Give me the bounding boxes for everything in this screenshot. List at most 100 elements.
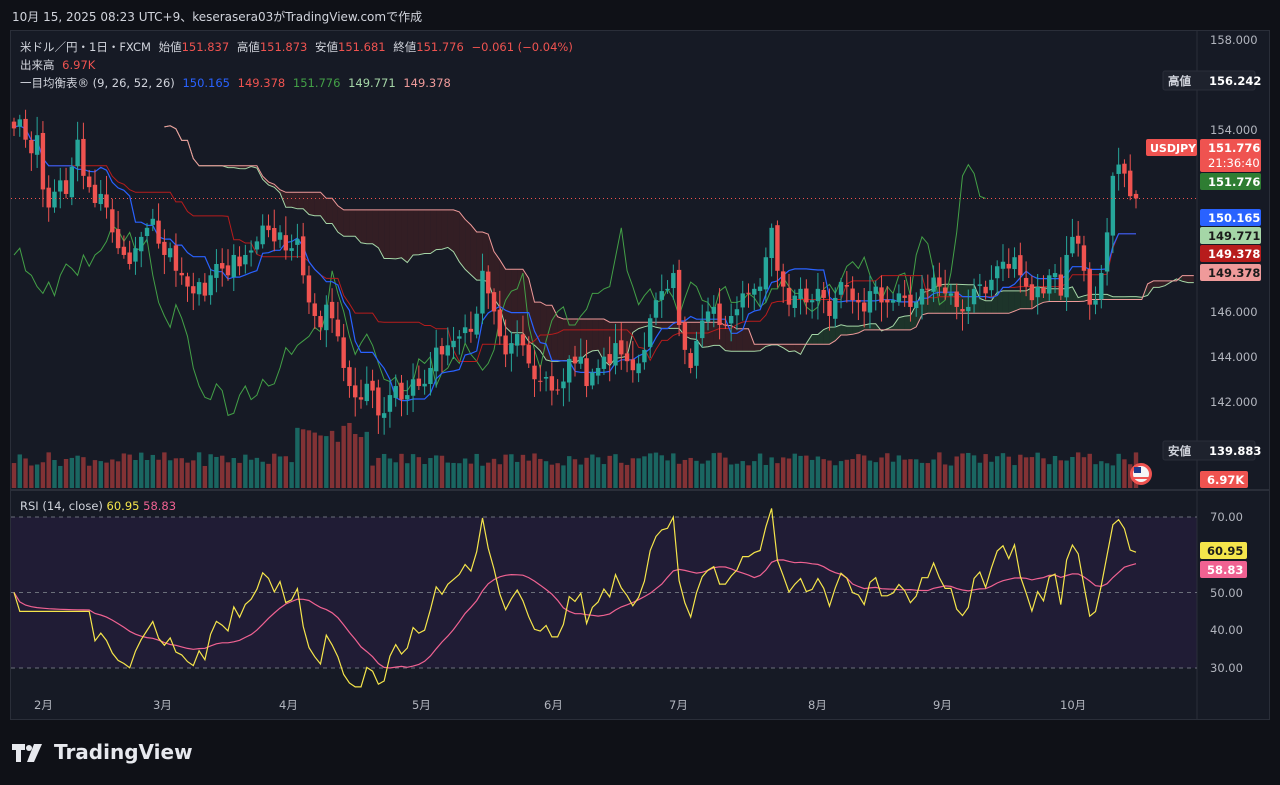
volume-bar: [17, 454, 22, 488]
volume-bar: [40, 462, 46, 488]
cloud-segment: [812, 334, 818, 345]
candle-body: [86, 176, 92, 188]
volume-bar: [364, 431, 369, 488]
candle-body: [208, 275, 213, 296]
candle-body: [324, 304, 329, 331]
cloud-segment: [592, 319, 599, 351]
volume-bar: [642, 456, 647, 488]
volume-bar: [179, 458, 184, 488]
volume-bar: [682, 459, 688, 488]
chart-header: 10月 15, 2025 08:23 UTC+9、keserasera03がTr…: [12, 10, 423, 24]
volume-bar: [272, 453, 277, 488]
volume-bar: [341, 425, 346, 488]
cloud-segment: [517, 269, 523, 333]
candle-body: [63, 180, 69, 194]
volume-bar: [1041, 458, 1046, 488]
volume-bar: [468, 463, 474, 488]
cloud-segment: [262, 176, 269, 185]
volume-bar: [659, 455, 664, 488]
cloud-segment: [424, 209, 431, 254]
volume-bar: [110, 459, 115, 488]
volume-bar: [555, 463, 560, 488]
volume-bar: [850, 459, 855, 488]
volume-bar: [1116, 453, 1121, 488]
time-tick: 5月: [412, 698, 431, 712]
candle-body: [1052, 273, 1058, 278]
cloud-segment: [511, 269, 518, 333]
candle-body: [40, 132, 46, 190]
close-value: 151.776: [416, 40, 464, 54]
change-value: −0.061 (−0.04%): [471, 40, 573, 54]
candle-body: [983, 286, 988, 294]
volume-bar: [329, 430, 335, 488]
volume-tag: 6.97K: [1200, 471, 1248, 488]
cloud-segment: [534, 302, 541, 351]
cloud-segment: [505, 269, 512, 333]
candle-body: [688, 353, 693, 368]
candle-body: [1029, 284, 1035, 301]
candle-body: [306, 275, 312, 303]
volume-bar: [781, 457, 786, 488]
volume-bar: [1099, 461, 1104, 488]
volume-bar: [1070, 457, 1075, 488]
candle-body: [277, 232, 283, 240]
cloud-segment: [441, 209, 448, 250]
volume-bar: [393, 462, 398, 488]
volume-bar: [1006, 456, 1011, 488]
volume-bar: [578, 464, 583, 488]
cloud-segment: [557, 316, 564, 362]
candle-body: [196, 282, 202, 295]
candle-body: [879, 287, 884, 303]
volume-bar: [752, 461, 757, 488]
candle-body: [121, 246, 127, 255]
tradingview-logo[interactable]: TradingView: [12, 740, 193, 764]
volume-bar: [728, 464, 734, 488]
candle-body: [613, 343, 618, 366]
cloud-segment: [979, 298, 986, 314]
candle-body: [850, 288, 855, 301]
candle-body: [237, 256, 242, 267]
last-price-tag: 151.776 21:36:40: [1200, 139, 1261, 172]
volume-bar: [289, 462, 294, 488]
candle-body: [1064, 254, 1069, 298]
candle-body: [1093, 300, 1098, 305]
cloud-segment: [1124, 296, 1131, 300]
volume-bar: [445, 462, 450, 488]
volume-bar: [358, 437, 364, 488]
flag-icon[interactable]: [1130, 463, 1152, 485]
cloud-segment: [1118, 296, 1125, 300]
volume-bar: [538, 458, 543, 488]
candle-body: [295, 239, 300, 245]
volume-bar: [734, 463, 740, 488]
time-tick: 3月: [153, 698, 172, 712]
volume-bar: [584, 457, 589, 488]
volume-bar: [497, 464, 503, 488]
volume-bars: [11, 422, 1139, 488]
cloud-segment: [563, 319, 570, 361]
rsi-legend: RSI (14, close) 60.95 58.83: [20, 499, 176, 513]
candle-body: [723, 324, 728, 326]
price-tick: 144.000: [1210, 350, 1258, 364]
volume-bar: [590, 454, 595, 488]
candle-body: [682, 322, 688, 350]
volume-bar: [543, 461, 549, 488]
price-tick: 158.000: [1210, 33, 1258, 47]
ichimoku-cloud: [164, 125, 1194, 366]
volume-bar: [150, 454, 156, 488]
rsi-lines: [13, 508, 1137, 688]
volume-bar: [653, 452, 659, 488]
candle-body: [156, 220, 161, 244]
cloud-segment: [846, 326, 853, 335]
volume-bar: [474, 453, 479, 488]
candle-body: [520, 334, 526, 346]
volume-bar: [121, 453, 127, 488]
volume-bar: [861, 455, 867, 488]
candle-body: [69, 166, 75, 198]
volume-bar: [757, 453, 763, 488]
cloud-segment: [326, 198, 333, 224]
low-tag-label: 安値: [1168, 444, 1191, 458]
rsi-label: RSI (14, close): [20, 499, 103, 513]
tenkan-tag-value: 150.165: [1208, 211, 1260, 225]
volume-bar: [989, 461, 994, 488]
